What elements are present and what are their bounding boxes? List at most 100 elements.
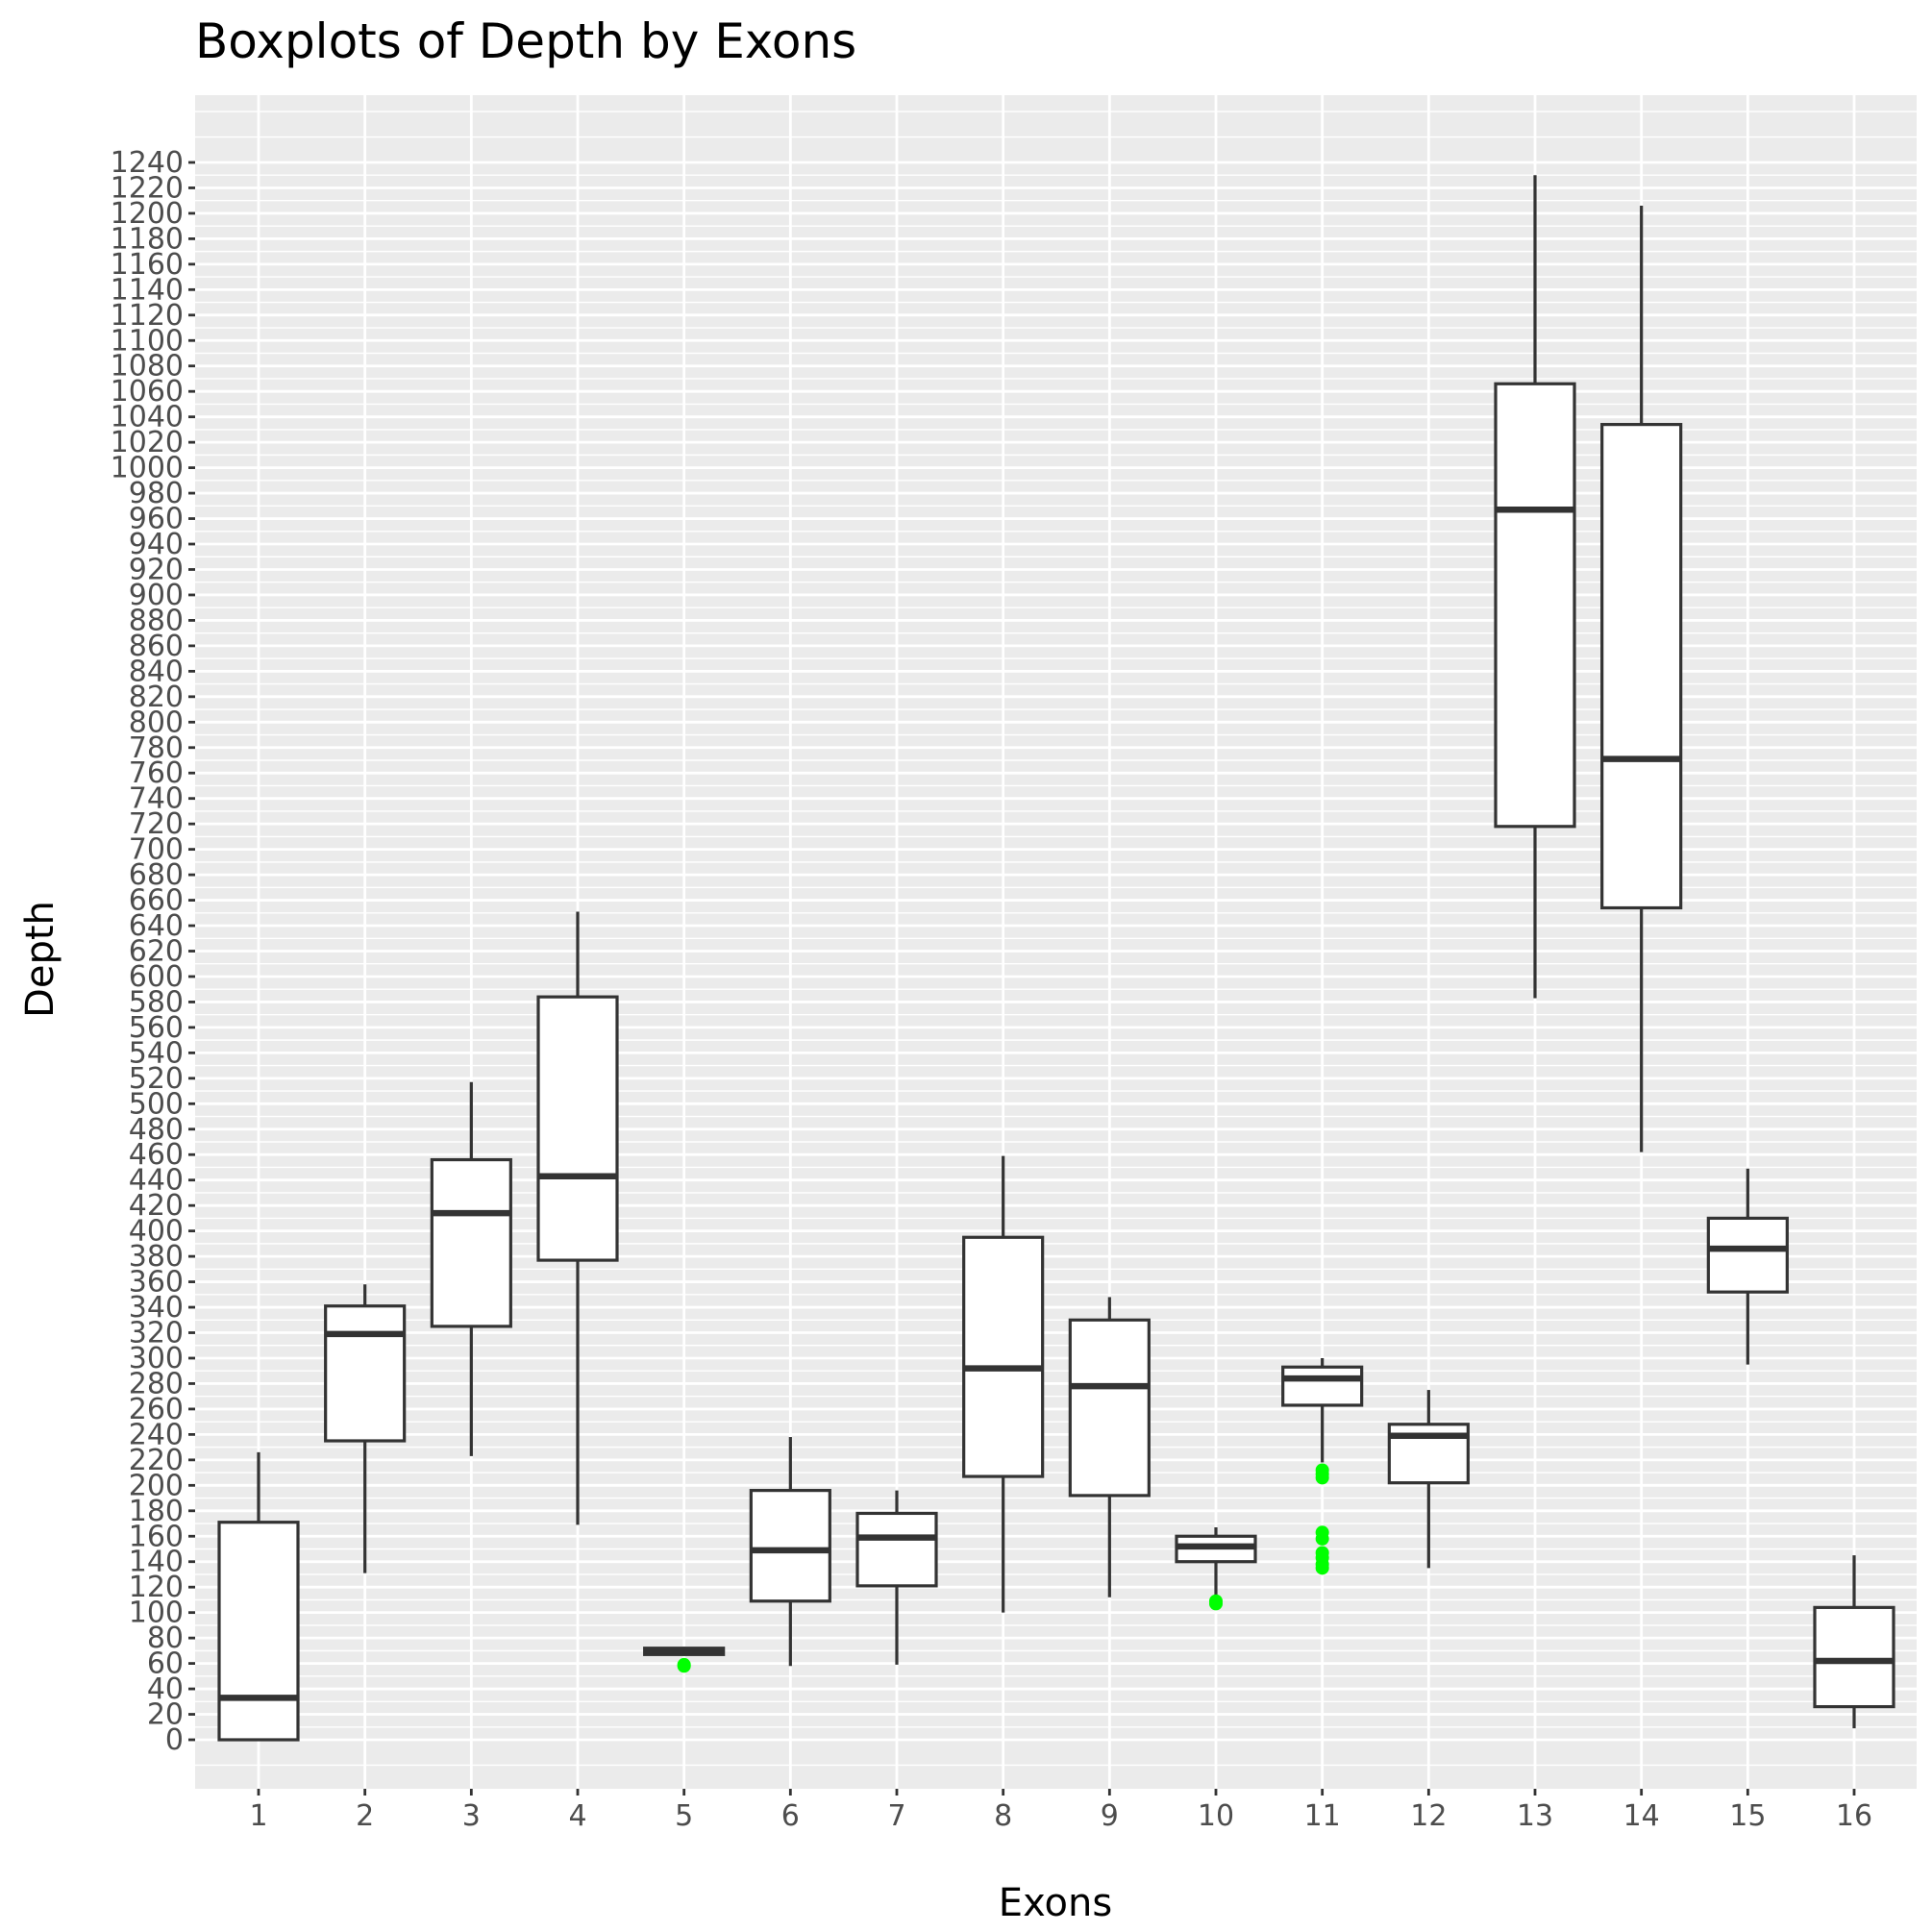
y-tick-label: 1060 xyxy=(111,375,184,409)
y-tick-label: 1200 xyxy=(111,197,184,231)
x-tick-label: 14 xyxy=(1623,1799,1660,1833)
y-tick-label: 500 xyxy=(129,1087,184,1121)
y-tick-label: 880 xyxy=(129,604,184,637)
y-tick-label: 380 xyxy=(129,1240,184,1274)
y-tick-label: 580 xyxy=(129,985,184,1019)
y-axis-ticks: 0204060801001201401601802002202402602803… xyxy=(111,146,195,1757)
box-iqr xyxy=(855,1511,938,1588)
boxplot-exon-4 xyxy=(536,911,619,1525)
y-tick-label: 40 xyxy=(147,1672,184,1706)
y-tick-label: 220 xyxy=(129,1444,184,1477)
y-tick-label: 640 xyxy=(129,909,184,943)
boxplot-exon-8 xyxy=(962,1155,1045,1613)
y-tick-label: 460 xyxy=(129,1138,184,1172)
plot-panel xyxy=(195,95,1917,1789)
boxplot-exon-10 xyxy=(1175,1526,1257,1611)
box-iqr xyxy=(1600,423,1683,910)
y-tick-label: 820 xyxy=(129,681,184,714)
y-tick-label: 1080 xyxy=(111,350,184,384)
boxplot-exon-3 xyxy=(430,1081,512,1456)
y-tick-label: 1120 xyxy=(111,299,184,333)
y-tick-label: 960 xyxy=(129,503,184,536)
y-axis-title: Depth xyxy=(18,901,62,1018)
outlier-point xyxy=(677,1657,691,1672)
y-tick-label: 440 xyxy=(129,1164,184,1198)
y-tick-label: 320 xyxy=(129,1317,184,1350)
y-tick-label: 0 xyxy=(165,1723,184,1757)
x-tick-label: 4 xyxy=(568,1799,586,1833)
y-tick-label: 140 xyxy=(129,1546,184,1579)
y-tick-label: 560 xyxy=(129,1011,184,1045)
y-tick-label: 100 xyxy=(129,1597,184,1630)
y-tick-label: 1100 xyxy=(111,324,184,358)
box-iqr xyxy=(430,1157,512,1328)
y-tick-label: 840 xyxy=(129,655,184,688)
y-tick-label: 1160 xyxy=(111,248,184,282)
y-tick-label: 520 xyxy=(129,1062,184,1096)
y-tick-label: 920 xyxy=(129,553,184,586)
outlier-point xyxy=(1209,1594,1223,1608)
boxplot-exon-2 xyxy=(324,1284,407,1573)
x-tick-label: 10 xyxy=(1198,1799,1234,1833)
boxplot-exon-12 xyxy=(1387,1390,1470,1569)
x-tick-label: 11 xyxy=(1304,1799,1341,1833)
y-tick-label: 600 xyxy=(129,960,184,994)
y-tick-label: 400 xyxy=(129,1215,184,1249)
x-tick-label: 16 xyxy=(1836,1799,1872,1833)
y-tick-label: 980 xyxy=(129,477,184,510)
x-tick-label: 12 xyxy=(1410,1799,1447,1833)
boxplot-exon-6 xyxy=(749,1437,831,1667)
x-tick-label: 1 xyxy=(249,1799,267,1833)
y-tick-label: 940 xyxy=(129,528,184,561)
x-tick-label: 15 xyxy=(1729,1799,1766,1833)
y-tick-label: 800 xyxy=(129,706,184,739)
boxplot-exon-9 xyxy=(1068,1297,1151,1598)
box-iqr xyxy=(217,1521,300,1742)
y-tick-label: 20 xyxy=(147,1698,184,1732)
y-tick-label: 160 xyxy=(129,1520,184,1553)
y-tick-label: 200 xyxy=(129,1469,184,1502)
y-tick-label: 780 xyxy=(129,731,184,765)
y-tick-label: 620 xyxy=(129,935,184,969)
y-tick-label: 1020 xyxy=(111,426,184,459)
outlier-point xyxy=(1315,1463,1329,1477)
x-tick-label: 7 xyxy=(887,1799,905,1833)
boxplot-exon-11 xyxy=(1281,1357,1364,1575)
box-iqr xyxy=(1706,1216,1789,1294)
box-iqr xyxy=(1813,1605,1895,1709)
y-tick-label: 900 xyxy=(129,579,184,612)
x-axis-ticks: 1 2 3 4 5 6 7 8 9 10 11 12 13 14 15 16 xyxy=(249,1789,1872,1833)
y-tick-label: 540 xyxy=(129,1036,184,1070)
y-tick-label: 360 xyxy=(129,1266,184,1300)
x-axis-title: Exons xyxy=(999,1881,1112,1925)
x-tick-label: 2 xyxy=(356,1799,374,1833)
x-tick-label: 5 xyxy=(675,1799,693,1833)
y-tick-label: 740 xyxy=(129,782,184,816)
box-iqr xyxy=(962,1235,1045,1478)
y-tick-label: 480 xyxy=(129,1113,184,1147)
chart-title: Boxplots of Depth by Exons xyxy=(195,13,856,69)
y-tick-label: 60 xyxy=(147,1647,184,1681)
y-tick-label: 680 xyxy=(129,858,184,892)
x-tick-label: 13 xyxy=(1517,1799,1553,1833)
y-tick-label: 1240 xyxy=(111,146,184,180)
y-tick-label: 300 xyxy=(129,1342,184,1375)
outlier-point xyxy=(1315,1525,1329,1540)
box-iqr xyxy=(536,995,619,1262)
box-iqr xyxy=(324,1304,407,1443)
y-tick-label: 340 xyxy=(129,1291,184,1325)
y-tick-label: 80 xyxy=(147,1622,184,1655)
y-tick-label: 1000 xyxy=(111,452,184,485)
boxplot-exon-15 xyxy=(1706,1168,1789,1365)
x-tick-label: 6 xyxy=(781,1799,800,1833)
y-tick-label: 420 xyxy=(129,1189,184,1223)
y-tick-label: 720 xyxy=(129,807,184,841)
boxplots xyxy=(217,175,1895,1742)
y-tick-label: 660 xyxy=(129,884,184,918)
box-iqr xyxy=(749,1489,831,1603)
boxplot-exon-16 xyxy=(1813,1555,1895,1729)
boxplot-exon-14 xyxy=(1600,205,1683,1152)
box-iqr xyxy=(1281,1365,1364,1407)
x-tick-label: 8 xyxy=(994,1799,1012,1833)
